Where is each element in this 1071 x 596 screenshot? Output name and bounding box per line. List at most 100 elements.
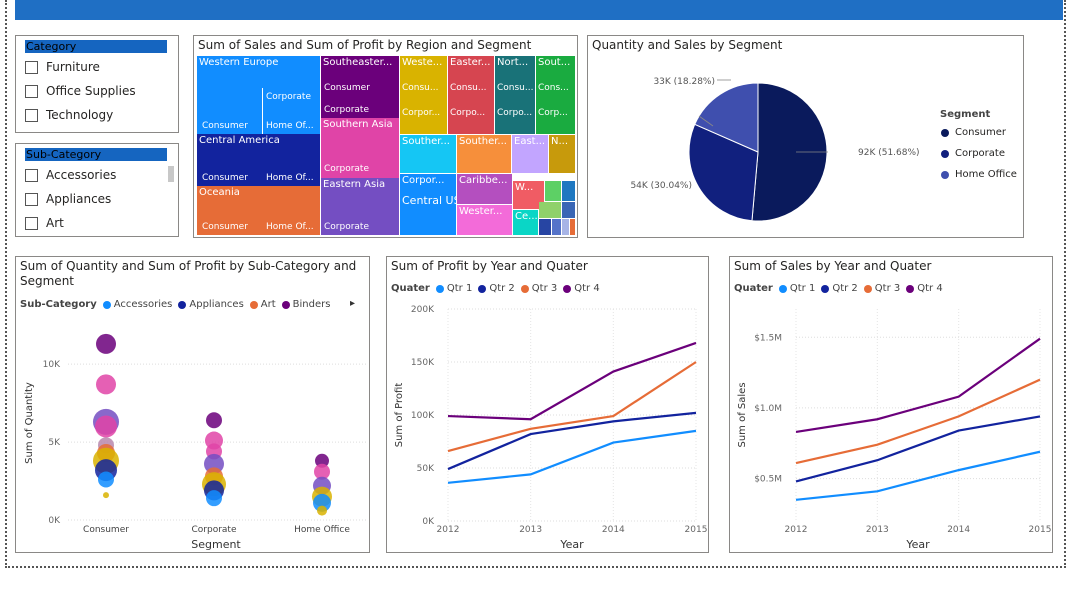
x-tick-label: 2014 [947,525,970,535]
legend-item[interactable]: Qtr 3 [863,283,900,294]
subcategory-item-accessories[interactable]: Accessories [25,166,116,184]
legend-label: Qtr 1 [789,283,816,294]
bubble-point[interactable] [96,374,116,395]
legend-item[interactable]: Qtr 1 [778,283,816,294]
treemap-cell[interactable] [539,202,561,218]
treemap-label: Eastern Asia [323,179,386,190]
legend-item[interactable]: Qtr 4 [906,283,943,294]
y-tick-label: 150K [411,358,435,368]
treemap-cell[interactable]: Ce... [513,210,538,235]
treemap-cell[interactable]: Corpor... [400,174,456,235]
checkbox[interactable] [25,216,38,230]
legend-item[interactable]: Binders [281,299,330,310]
treemap-cell[interactable] [552,219,561,235]
pie-visual: Quantity and Sales by Segment 92K (51.68… [587,35,1024,238]
legend-item[interactable]: Qtr 3 [520,283,557,294]
bubble-point[interactable] [103,492,109,499]
treemap-cell[interactable]: N... [549,135,575,173]
treemap-cell[interactable]: Central America [197,134,320,186]
treemap-cell[interactable]: Oceania [197,186,320,235]
category-item-technology[interactable]: Technology [25,106,113,124]
series-line-qtr-3[interactable] [795,378,1041,465]
treemap-cell[interactable] [562,219,569,235]
treemap-cell[interactable] [539,219,551,235]
x-axis-title: Year [559,538,584,551]
series-line-qtr-2[interactable] [447,411,697,471]
checkbox[interactable] [25,60,38,74]
treemap-cell[interactable]: Eastern Asia [321,178,399,235]
bubble-point[interactable] [314,463,330,480]
legend-label: Corporate [955,148,1005,159]
legend-label: Appliances [189,299,244,310]
treemap-area: Western Europe Corporate Consumer Home O… [197,56,575,235]
legend-label: Qtr 4 [574,283,600,294]
profit-line-visual: Sum of Profit by Year and Quater Quater … [386,256,709,553]
bubble-point[interactable] [315,453,329,468]
category-label: Furniture [46,60,100,74]
treemap-sublabel: Consumer [202,173,248,183]
y-tick-label: 50K [417,464,435,474]
pie-legend-item[interactable]: Consumer [941,127,1006,138]
treemap-cell[interactable] [562,181,575,201]
treemap-cell[interactable]: Western Europe [197,56,320,134]
treemap-cell[interactable]: Souther... [400,135,456,173]
sales-title: Sum of Sales by Year and Quater [734,259,932,273]
legend-item[interactable]: Qtr 2 [478,283,515,294]
pie-slice-home-office[interactable] [694,82,759,153]
slicer-scrollbar[interactable] [168,166,174,182]
subcategory-item-appliances[interactable]: Appliances [25,190,111,208]
category-item-furniture[interactable]: Furniture [25,58,100,76]
treemap-cell[interactable]: Sout... [536,56,575,134]
pie-slice-consumer[interactable] [751,82,828,222]
treemap-cell[interactable]: Caribbe... [457,174,512,204]
bubble-point[interactable] [206,490,222,507]
x-tick-label: 2012 [437,525,460,535]
series-line-qtr-3[interactable] [447,361,697,453]
treemap-cell[interactable]: Nort... [495,56,535,134]
checkbox[interactable] [25,84,38,98]
treemap-cell[interactable]: Weste... [400,56,447,134]
checkbox[interactable] [25,108,38,122]
category-item-office-supplies[interactable]: Office Supplies [25,82,136,100]
treemap-title: Sum of Sales and Sum of Profit by Region… [198,38,532,52]
checkbox[interactable] [25,192,38,206]
pie-legend-item[interactable]: Home Office [941,169,1017,180]
series-line-qtr-4[interactable] [447,341,697,421]
treemap-cell[interactable] [545,181,561,201]
treemap-label: Easter... [450,57,491,68]
bubble-point[interactable] [96,333,116,354]
treemap-cell[interactable]: Southeaster... [321,56,399,118]
treemap-cell[interactable] [562,202,575,218]
pie-label-home-office: 33K (18.28%) [653,77,715,87]
checkbox[interactable] [25,168,38,182]
treemap-cell[interactable]: East... [512,135,548,173]
subcategory-item-art[interactable]: Art [25,214,64,232]
series-line-qtr-4[interactable] [795,337,1041,434]
treemap-cell[interactable]: Souther... [457,135,511,173]
pie-slice-corporate[interactable] [688,123,759,222]
legend-item[interactable]: Accessories [102,299,172,310]
y-tick-label: 0K [422,517,435,527]
treemap-cell[interactable]: Southern Asia [321,118,399,178]
bubble-point[interactable] [95,415,117,438]
series-line-qtr-1[interactable] [447,429,697,484]
bubble-point[interactable] [313,493,331,512]
legend-item[interactable]: Art [249,299,276,310]
treemap-cell[interactable]: Easter... [448,56,494,134]
treemap-sublabel: Corpo... [450,108,486,118]
legend-item[interactable]: Qtr 1 [435,283,472,294]
treemap-cell[interactable]: Wester... [457,205,512,235]
bubble-point[interactable] [98,471,114,488]
legend-item[interactable]: Qtr 4 [563,283,600,294]
legend-item[interactable]: Qtr 2 [821,283,858,294]
series-line-qtr-2[interactable] [795,415,1041,483]
category-slicer: Category Furniture Office Supplies Techn… [15,35,179,133]
treemap-cell[interactable]: W... [513,181,544,209]
series-line-qtr-1[interactable] [795,450,1041,501]
legend-item[interactable]: Appliances [178,299,244,310]
treemap-cell[interactable] [570,219,575,235]
bubble-point[interactable] [206,412,222,429]
legend-next-arrow-icon[interactable]: ▸ [350,298,356,309]
bubble-point[interactable] [317,505,327,516]
pie-legend-item[interactable]: Corporate [941,148,1005,159]
